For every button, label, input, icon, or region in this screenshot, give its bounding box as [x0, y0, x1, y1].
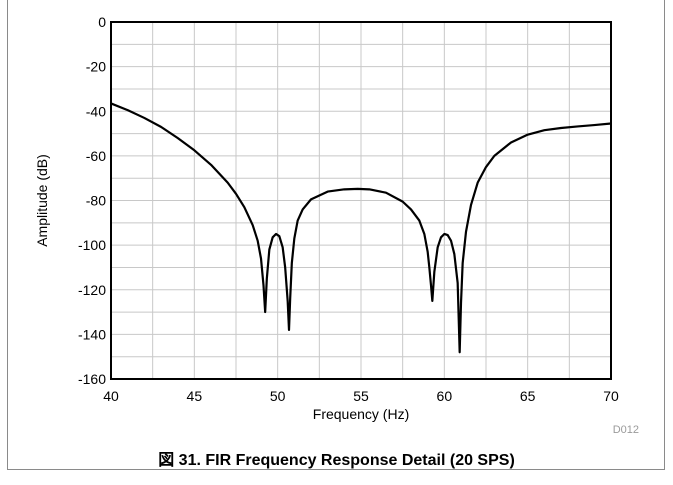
figure-code: D012	[613, 424, 639, 436]
x-tick-label: 50	[270, 388, 286, 404]
x-tick-label: 55	[353, 388, 369, 404]
x-tick-label: 65	[520, 388, 536, 404]
figure-caption: 図 31. FIR Frequency Response Detail (20 …	[158, 452, 515, 469]
y-tick-label: -60	[86, 148, 106, 164]
x-axis-ticks: 40 45 50 55 60 65 70	[103, 388, 619, 404]
grid	[110, 21, 612, 380]
x-axis-label: Frequency (Hz)	[313, 406, 409, 422]
y-tick-label: -40	[86, 103, 106, 119]
x-tick-label: 60	[437, 388, 453, 404]
x-tick-label: 70	[603, 388, 619, 404]
y-axis-label: Amplitude (dB)	[34, 154, 50, 247]
y-axis-ticks: 0 -20 -40 -60 -80 -100 -120 -140 -160	[78, 14, 106, 387]
plot-area	[110, 21, 612, 380]
x-tick-label: 40	[103, 388, 119, 404]
series-line	[110, 102, 612, 354]
y-tick-label: -20	[86, 59, 106, 75]
y-tick-label: -120	[78, 282, 106, 298]
y-tick-label: -100	[78, 237, 106, 253]
x-tick-label: 45	[187, 388, 203, 404]
y-tick-label: 0	[98, 14, 106, 30]
figure-frame	[7, 0, 665, 470]
y-tick-label: -80	[86, 193, 106, 209]
y-tick-label: -160	[78, 371, 106, 387]
y-tick-label: -140	[78, 326, 106, 342]
